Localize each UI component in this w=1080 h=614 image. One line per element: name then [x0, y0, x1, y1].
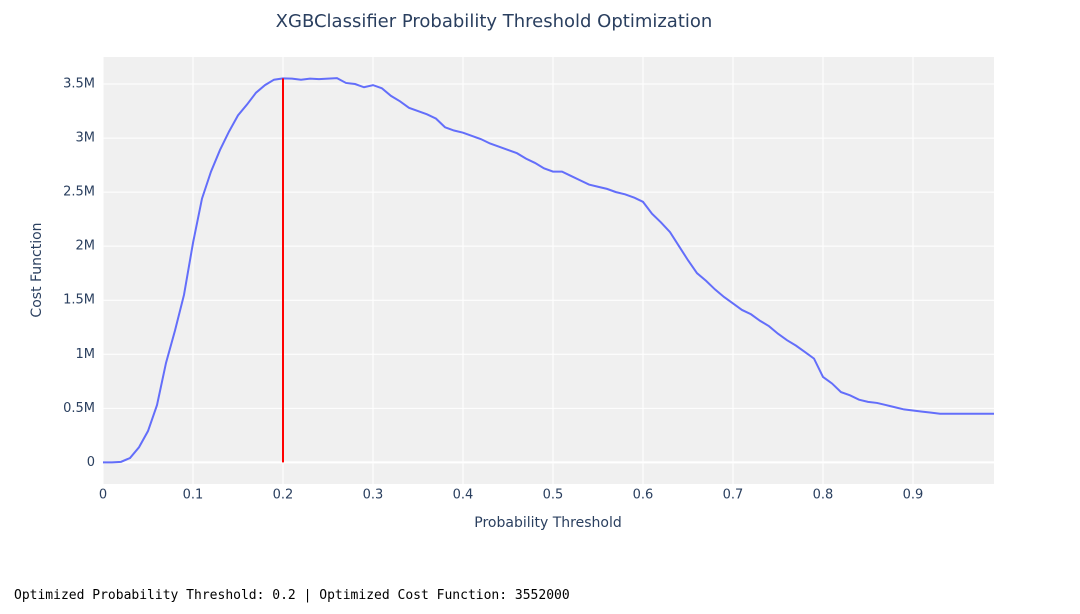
line-series [103, 77, 994, 464]
x-tick-label: 0.3 [363, 488, 384, 503]
y-tick-label: 2.5M [63, 185, 95, 200]
footer-text: Optimized Probability Threshold: 0.2 | O… [14, 588, 570, 603]
y-tick-label: 1.5M [63, 293, 95, 308]
chart: XGBClassifier Probability Threshold Opti… [29, 11, 994, 531]
y-tick-label: 0.5M [63, 401, 95, 416]
y-tick-label: 3M [76, 131, 96, 146]
y-axis-label: Cost Function [29, 222, 45, 317]
x-tick-label: 0.2 [273, 488, 294, 503]
plot-area [103, 57, 994, 484]
x-tick-label: 0.8 [813, 488, 834, 503]
x-tick-label: 0.7 [723, 488, 744, 503]
y-tick-label: 2M [76, 239, 96, 254]
x-tick-label: 0.9 [903, 488, 924, 503]
y-tick-label: 0 [87, 455, 95, 470]
x-tick-label: 0 [99, 488, 107, 503]
x-tick-label: 0.1 [183, 488, 204, 503]
chart-title: XGBClassifier Probability Threshold Opti… [276, 11, 713, 32]
y-tick-label: 3.5M [63, 77, 95, 92]
x-tick-label: 0.6 [633, 488, 654, 503]
x-tick-label: 0.5 [543, 488, 564, 503]
x-tick-label: 0.4 [453, 488, 474, 503]
y-tick-label: 1M [76, 347, 96, 362]
x-axis-label: Probability Threshold [474, 515, 621, 531]
